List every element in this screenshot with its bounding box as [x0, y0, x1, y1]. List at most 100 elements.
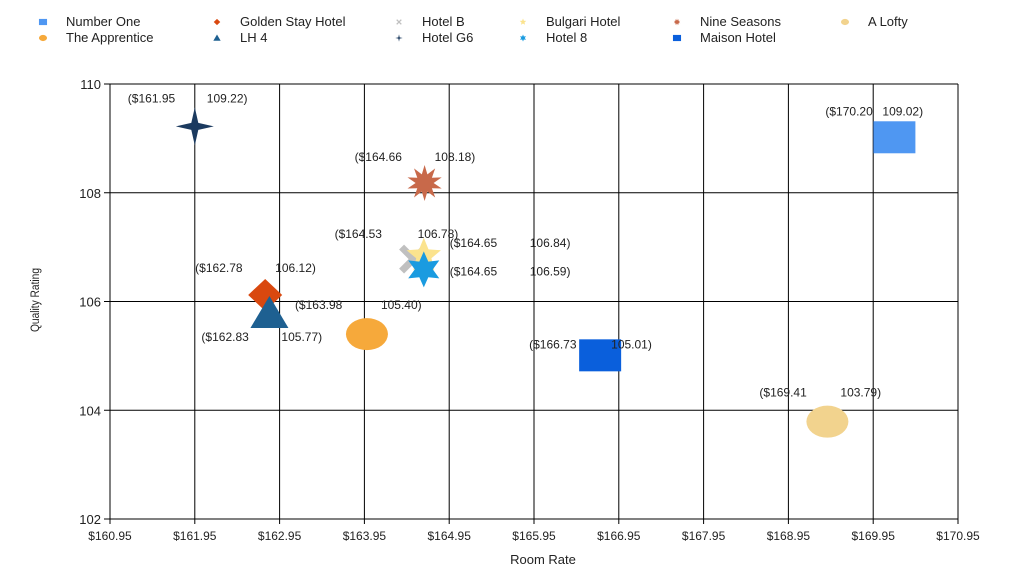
y-tick-label: 102	[79, 512, 101, 527]
y-tick-label: 108	[79, 186, 101, 201]
x-tick-label: $164.95	[428, 529, 472, 543]
x-axis-title: Room Rate	[510, 552, 576, 567]
legend-item-golden-stay-hotel: Golden Stay Hotel	[210, 14, 346, 30]
legend-marker-icon	[38, 34, 48, 42]
point-nine-seasons	[407, 165, 442, 201]
x-tick-label: $161.95	[173, 529, 217, 543]
data-label-y: 106.59)	[530, 264, 571, 278]
data-label-y: 106.12)	[275, 261, 316, 275]
legend-item-lh-4: LH 4	[210, 30, 267, 46]
legend-item-bulgari-hotel: Bulgari Hotel	[516, 14, 620, 30]
data-label-x: ($164.65	[450, 236, 498, 250]
legend-label: A Lofty	[868, 14, 908, 29]
data-label-y: 108.18)	[435, 150, 476, 164]
legend-item-hotel-8: Hotel 8	[516, 30, 587, 46]
legend-marker-shape	[519, 18, 527, 25]
data-label-y: 105.01)	[611, 337, 652, 351]
legend-label: The Apprentice	[66, 30, 154, 45]
data-label-y: 105.77)	[281, 330, 322, 344]
x-tick-label: $170.95	[936, 529, 980, 543]
point-number-one	[873, 121, 916, 154]
legend-label: Hotel B	[422, 14, 465, 29]
data-labels: ($161.95 109.22) ($164.66 108.18) ($164.53 10…	[128, 91, 923, 399]
legend-item-hotel-g6: Hotel G6	[392, 30, 473, 46]
legend-marker-shape	[519, 34, 527, 42]
data-points	[175, 107, 916, 438]
legend-label: Hotel 8	[546, 30, 588, 45]
legend-label: Hotel G6	[422, 30, 474, 45]
legend: Number One Golden Stay Hotel Hotel B Bulgar…	[36, 14, 996, 50]
legend-item-nine-seasons: Nine Seasons	[670, 14, 781, 30]
x-tick-label: $167.95	[682, 529, 726, 543]
legend-marker-icon	[395, 34, 403, 42]
point-hotel-g6	[175, 107, 214, 146]
legend-marker-shape	[395, 34, 403, 42]
legend-label: LH 4	[240, 30, 268, 45]
legend-marker-icon	[519, 18, 527, 25]
legend-marker-icon	[213, 18, 221, 26]
y-tick-label: 110	[80, 77, 101, 92]
x-tick-label: $162.95	[258, 529, 302, 543]
x-tick-label: $160.95	[88, 529, 132, 543]
legend-item-hotel-b: Hotel B	[392, 14, 465, 30]
x-tick-label: $163.95	[343, 529, 387, 543]
data-label-y: 109.02)	[882, 104, 923, 118]
x-tick-label: $165.95	[512, 529, 556, 543]
legend-marker-icon	[38, 18, 48, 26]
data-label-x: ($163.98	[295, 298, 343, 312]
legend-marker-shape	[38, 18, 48, 26]
legend-label: Number One	[66, 14, 141, 29]
y-axis-title: Quality Rating	[29, 268, 42, 332]
x-tick-label: $168.95	[767, 529, 811, 543]
legend-item-maison-hotel: Maison Hotel	[670, 30, 776, 46]
data-label-x: ($161.95	[128, 91, 176, 105]
data-label-x: ($164.65	[450, 264, 498, 278]
legend-marker-shape	[840, 18, 850, 26]
x-tick-label: $169.95	[852, 529, 896, 543]
legend-marker-shape	[673, 18, 681, 26]
data-label-y: 105.40)	[381, 298, 422, 312]
legend-marker-icon	[519, 34, 527, 42]
legend-item-the-apprentice: The Apprentice	[36, 30, 153, 46]
point-lh-4	[250, 296, 289, 329]
data-label-x: ($164.66	[355, 150, 403, 164]
legend-marker-shape	[672, 34, 682, 42]
point-golden-stay-hotel	[248, 278, 283, 311]
legend-label: Nine Seasons	[700, 14, 781, 29]
data-label-x: ($162.78	[195, 261, 243, 275]
data-label-x: ($162.83	[201, 330, 249, 344]
data-label-y: 106.78)	[418, 227, 459, 241]
data-label-x: ($170.20	[825, 104, 873, 118]
y-tick-label: 106	[79, 295, 101, 310]
legend-item-a-lofty: A Lofty	[838, 14, 908, 30]
legend-marker-icon	[840, 18, 850, 26]
legend-marker-icon	[672, 34, 682, 42]
legend-label: Maison Hotel	[700, 30, 776, 45]
data-label-y: 109.22)	[207, 91, 248, 105]
legend-marker-shape	[213, 34, 221, 41]
point-maison-hotel	[579, 339, 622, 372]
y-tick-label: 104	[79, 403, 101, 418]
legend-marker-shape	[213, 18, 221, 26]
point-hotel-8	[408, 251, 440, 288]
legend-marker-icon	[213, 34, 221, 41]
data-label-x: ($169.41	[759, 386, 807, 400]
point-the-apprentice	[345, 318, 388, 351]
legend-marker-icon	[673, 18, 681, 26]
x-stroke	[396, 19, 402, 25]
data-label-y: 106.84)	[530, 236, 571, 250]
legend-marker-shape	[396, 19, 402, 25]
legend-marker-icon	[396, 19, 402, 25]
legend-item-number-one: Number One	[36, 14, 140, 30]
x-tick-label: $166.95	[597, 529, 641, 543]
data-label-x: ($166.73	[529, 337, 577, 351]
legend-label: Bulgari Hotel	[546, 14, 621, 29]
legend-marker-shape	[38, 34, 48, 42]
data-label-y: 103.79)	[840, 386, 881, 400]
point-a-lofty	[806, 405, 849, 438]
legend-label: Golden Stay Hotel	[240, 14, 346, 29]
data-label-x: ($164.53	[335, 227, 383, 241]
grid	[104, 83, 959, 524]
axes: $160.95 $161.95 $162.95 $163.95 $164.95 $165.…	[79, 77, 980, 543]
